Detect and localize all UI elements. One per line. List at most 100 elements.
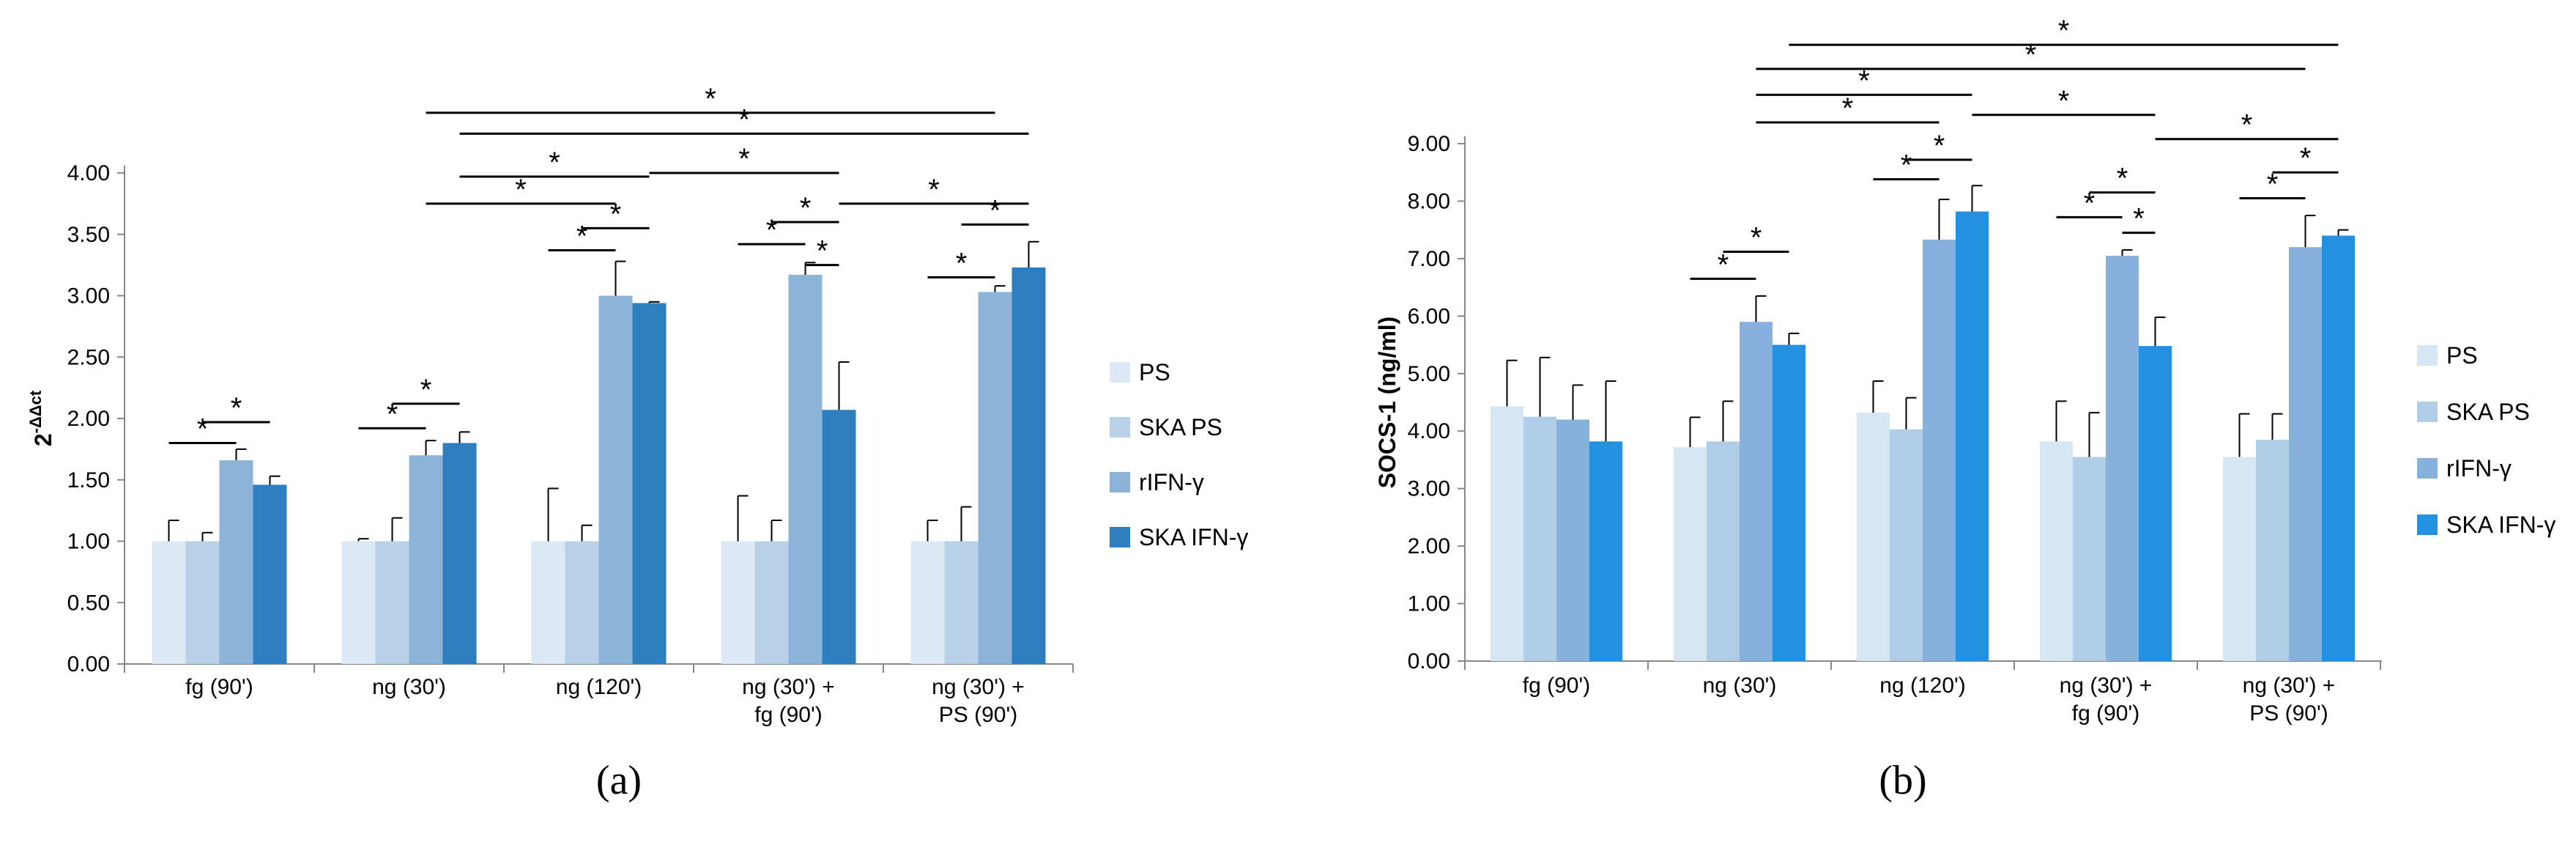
- y-tick-label: 6.00: [1408, 304, 1450, 328]
- legend-swatch: [2417, 345, 2438, 366]
- y-tick-label: 7.00: [1408, 247, 1450, 271]
- legend-swatch: [2417, 402, 2438, 422]
- bar: [1956, 211, 1989, 661]
- significance-star: *: [2084, 187, 2096, 219]
- x-category-label: PS (90'): [939, 703, 1017, 727]
- y-tick-label: 3.00: [67, 284, 110, 309]
- x-category-label: ng (30'): [372, 675, 446, 699]
- y-tick-label: 3.00: [1408, 477, 1450, 501]
- legend-label: PS: [2446, 342, 2478, 369]
- y-tick-label: 8.00: [1408, 189, 1450, 213]
- y-tick-label: 1.00: [67, 530, 110, 554]
- y-tick-label: 3.50: [67, 223, 110, 247]
- bar: [2139, 346, 2172, 661]
- bar: [1707, 441, 1740, 661]
- significance-star: *: [231, 392, 242, 424]
- bar: [1740, 322, 1773, 661]
- significance-star: *: [1901, 150, 1912, 182]
- bar: [2289, 247, 2322, 661]
- bar: [1556, 419, 1589, 661]
- significance-star: *: [956, 247, 968, 279]
- x-category-label: ng (30') +: [2243, 674, 2336, 698]
- bar: [822, 410, 856, 664]
- legend-swatch: [2417, 458, 2438, 479]
- bar: [1491, 406, 1523, 661]
- bar: [409, 455, 443, 664]
- significance-star: *: [2025, 39, 2037, 71]
- significance-star: *: [738, 143, 750, 175]
- panel-label: (a): [596, 758, 642, 803]
- significance-star: *: [610, 198, 622, 230]
- legend-label: SKA IFN-γ: [1139, 524, 1248, 550]
- significance-star: *: [2241, 109, 2253, 141]
- panel-label: (b): [1879, 758, 1926, 803]
- legend-swatch: [1110, 362, 1130, 383]
- significance-star: *: [738, 103, 750, 136]
- legend-swatch: [1110, 417, 1130, 438]
- legend-label: SKA PS: [2446, 399, 2530, 425]
- legend-label: SKA PS: [1139, 414, 1222, 440]
- bar: [185, 541, 220, 664]
- x-category-label: PS (90'): [2249, 701, 2328, 726]
- significance-star: *: [2267, 169, 2279, 201]
- bar: [253, 484, 287, 664]
- y-tick-label: 0.00: [1408, 649, 1450, 674]
- x-category-label: ng (120'): [556, 675, 642, 699]
- y-tick-label: 1.00: [1408, 592, 1450, 616]
- significance-star: *: [2117, 163, 2128, 195]
- legend-label: rIFN-γ: [2446, 455, 2512, 481]
- bar: [2256, 439, 2289, 661]
- bar: [944, 541, 979, 664]
- y-tick-label: 4.00: [67, 161, 110, 185]
- significance-star: *: [549, 147, 560, 179]
- x-category-label: fg (90'): [1523, 674, 1590, 698]
- bar: [1857, 413, 1890, 661]
- significance-star: *: [2058, 85, 2070, 117]
- bar: [565, 541, 599, 664]
- y-tick-label: 2.00: [1408, 534, 1450, 558]
- significance-star: *: [928, 174, 940, 206]
- bar: [721, 541, 755, 664]
- significance-star: *: [1718, 248, 1729, 281]
- legend-swatch: [1110, 527, 1130, 547]
- x-category-label: fg (90'): [2072, 701, 2139, 726]
- x-category-label: ng (30') +: [742, 675, 835, 699]
- bar: [788, 275, 823, 664]
- bar: [2040, 441, 2073, 661]
- bar: [2073, 457, 2106, 661]
- significance-star: *: [1858, 64, 1870, 97]
- significance-star: *: [800, 192, 812, 224]
- bar: [632, 303, 667, 664]
- legend-label: SKA IFN-γ: [2446, 512, 2555, 538]
- y-tick-label: 0.00: [67, 652, 110, 676]
- significance-star: *: [766, 214, 778, 246]
- bar: [442, 443, 477, 664]
- bar: [1674, 447, 1707, 661]
- significance-star: *: [705, 83, 716, 115]
- significance-star: *: [515, 174, 527, 206]
- legend-label: PS: [1139, 359, 1170, 385]
- y-axis-label: SOCS-1 (ng/ml): [1374, 317, 1400, 489]
- bar: [1773, 344, 1805, 661]
- significance-star: *: [576, 221, 588, 253]
- x-category-label: fg (90'): [754, 703, 822, 727]
- significance-star: *: [420, 374, 432, 406]
- bar: [531, 541, 565, 664]
- bar: [341, 541, 376, 664]
- bar: [910, 541, 945, 664]
- x-category-label: fg (90'): [185, 675, 253, 699]
- bar: [1589, 441, 1622, 661]
- y-tick-label: 9.00: [1408, 132, 1450, 156]
- legend-swatch: [1110, 472, 1130, 492]
- bar: [1890, 429, 1923, 661]
- x-category-label: ng (30') +: [932, 675, 1025, 699]
- bar: [978, 292, 1012, 664]
- significance-star: *: [817, 235, 828, 267]
- significance-star: *: [2058, 15, 2070, 47]
- bar: [1012, 267, 1046, 665]
- bar: [2223, 457, 2256, 661]
- y-axis-label: 2-ΔΔct: [26, 390, 56, 446]
- bar: [754, 541, 789, 664]
- bar: [1523, 416, 1556, 661]
